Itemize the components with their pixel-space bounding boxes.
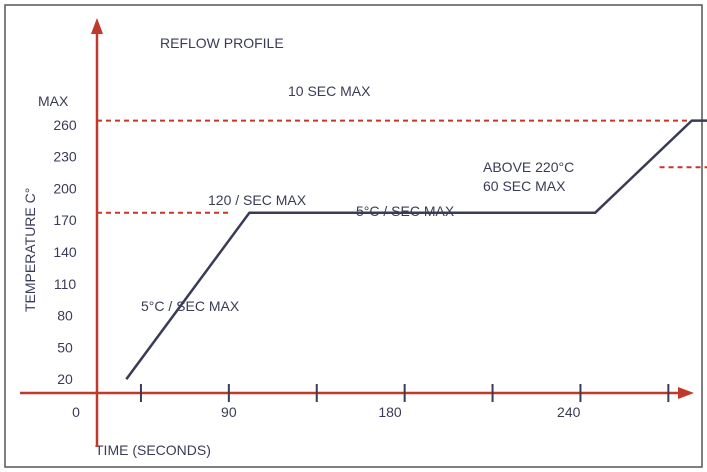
profile-series (125, 119, 707, 380)
y-tick-label: 80 (57, 308, 73, 324)
annotation-2-line-1: 120 / SEC MAX (208, 192, 307, 208)
x-axis-ticks (139, 384, 670, 402)
y-tick-label: 140 (53, 244, 77, 260)
annotation-5-line-1: ABOVE 220°C (483, 159, 574, 175)
x-axis-title: TIME (SECONDS) (95, 442, 211, 458)
x-axis-arrow (678, 387, 694, 399)
y-axis-title: TEMPERATURE C° (22, 188, 38, 312)
annotation-3-line-1: 5°C / SEC MAX (356, 203, 455, 219)
reference-lines (97, 119, 707, 214)
profile-line-1 (125, 119, 707, 380)
y-tick-label: 260 (53, 117, 77, 133)
y-tick-label: 230 (53, 149, 77, 165)
axes (20, 18, 694, 447)
chart-title: REFLOW PROFILE (160, 35, 284, 51)
annotation-4-line-1: 5°C / SEC MAX (141, 298, 240, 314)
annotation-5-line-2: 60 SEC MAX (483, 178, 566, 194)
y-tick-labels: 20 50 80 110 140 170 200 230 260 (53, 117, 77, 387)
x-tick-label: 240 (557, 404, 581, 420)
y-tick-label: 170 (53, 212, 77, 228)
x-tick-label: 90 (221, 404, 237, 420)
x-tick-labels: 0 90 180 240 (72, 404, 581, 420)
y-tick-label: 200 (53, 180, 77, 196)
chart-frame (4, 4, 703, 468)
y-tick-label: 110 (54, 276, 77, 292)
annotations: 10 SEC MAX 120 / SEC MAX 5°C / SEC MAX 5°C … (141, 83, 574, 314)
y-axis-arrow (91, 18, 103, 34)
y-tick-label: 20 (57, 371, 73, 387)
x-tick-label: 0 (72, 404, 80, 420)
annotation-1-line-1: 10 SEC MAX (288, 83, 371, 99)
y-tick-label: 50 (57, 339, 73, 355)
x-tick-label: 180 (378, 404, 402, 420)
y-axis-max-label: MAX (38, 93, 69, 109)
